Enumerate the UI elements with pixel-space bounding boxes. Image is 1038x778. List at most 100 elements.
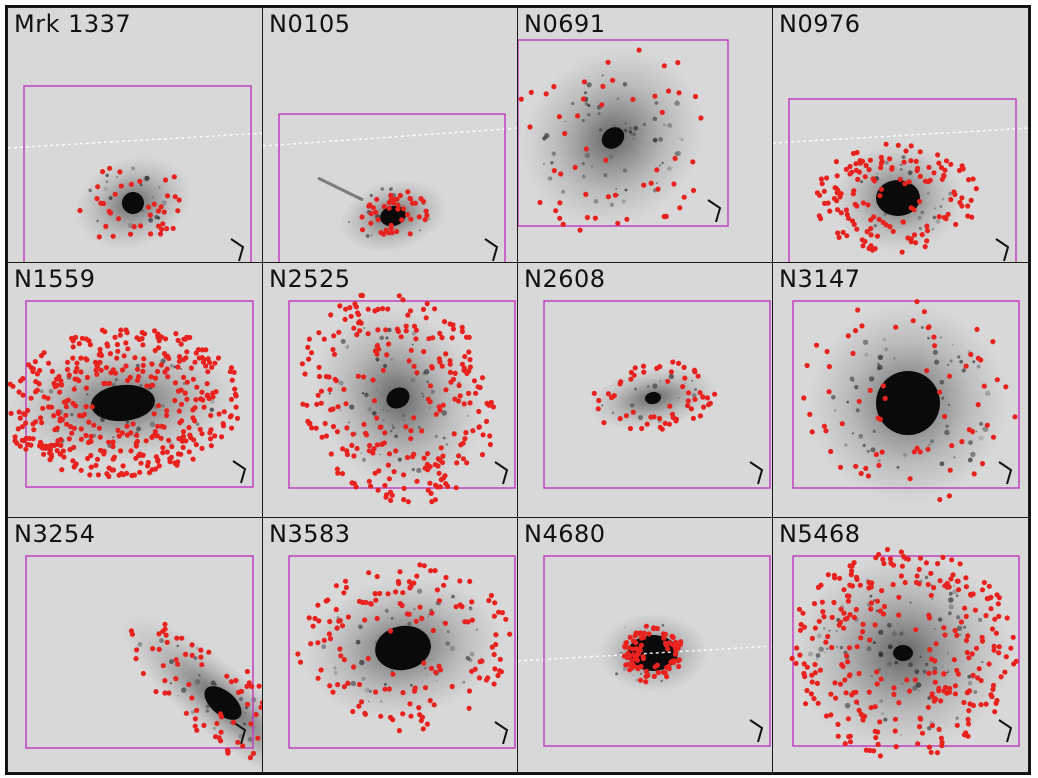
hii-marker	[404, 212, 411, 218]
hii-marker	[891, 685, 897, 691]
hii-marker	[413, 327, 419, 333]
galaxy-knot	[419, 229, 422, 232]
galaxy-knot	[364, 687, 370, 693]
galaxy-knot	[951, 592, 954, 595]
hii-marker	[230, 719, 237, 725]
hii-marker	[228, 679, 234, 685]
galaxy-knot	[205, 709, 209, 713]
hii-marker	[159, 226, 165, 232]
hii-marker	[641, 369, 647, 375]
hii-marker	[651, 626, 657, 632]
hii-marker	[161, 209, 167, 215]
galaxy-knot	[976, 364, 981, 369]
galaxy-knot	[195, 422, 200, 427]
hii-marker	[697, 390, 703, 396]
hii-marker	[970, 429, 976, 435]
hii-marker	[419, 615, 425, 622]
hii-marker	[443, 387, 449, 393]
hii-marker	[98, 367, 104, 373]
galaxy-knot	[364, 392, 369, 398]
hii-marker	[425, 396, 431, 402]
hii-marker	[166, 437, 172, 443]
hii-marker	[253, 711, 259, 718]
hii-marker	[328, 451, 334, 457]
hii-marker	[858, 470, 864, 477]
hii-marker	[177, 420, 183, 426]
hii-marker	[332, 376, 338, 382]
hii-marker	[328, 312, 334, 318]
galaxy-knot	[922, 669, 927, 674]
hii-marker	[137, 178, 143, 184]
hii-marker	[483, 418, 490, 424]
hii-marker	[835, 207, 841, 213]
galaxy-knot	[932, 349, 938, 355]
galaxy-knot	[901, 156, 904, 159]
hii-marker	[145, 204, 152, 210]
galaxy-knot	[382, 418, 385, 422]
hii-marker	[343, 584, 349, 591]
hii-marker	[397, 192, 403, 199]
panel-label: N1559	[14, 265, 96, 293]
hii-marker	[794, 645, 800, 651]
hii-marker	[356, 681, 363, 688]
hii-marker	[341, 684, 347, 690]
galaxy-knot	[584, 152, 591, 159]
hii-marker	[374, 415, 380, 421]
hii-marker	[137, 469, 143, 475]
galaxy-knot	[633, 674, 635, 677]
hii-marker	[162, 621, 168, 627]
hii-marker	[366, 478, 372, 484]
hii-marker	[306, 615, 312, 621]
hii-marker	[648, 414, 654, 420]
hii-marker	[201, 722, 207, 728]
hii-marker	[373, 597, 379, 603]
hii-marker	[592, 215, 598, 221]
hii-marker	[172, 380, 178, 386]
hii-marker	[462, 353, 468, 360]
galaxy-knot	[564, 120, 567, 123]
hii-marker	[88, 452, 94, 459]
hii-marker	[316, 373, 323, 380]
hii-marker	[666, 666, 672, 672]
hii-marker	[394, 196, 400, 202]
hii-marker	[351, 453, 357, 459]
galaxy-knot	[615, 672, 619, 676]
hii-marker	[422, 217, 428, 223]
hii-marker	[427, 698, 433, 704]
galaxy-knot	[918, 690, 920, 692]
galaxy-knot	[428, 406, 431, 409]
hii-marker	[556, 114, 562, 120]
hii-marker	[425, 467, 431, 473]
galaxy-knot	[967, 674, 972, 679]
hii-marker	[165, 374, 171, 380]
hii-marker	[828, 712, 834, 718]
hii-marker	[890, 582, 896, 588]
hii-marker	[423, 208, 429, 214]
galaxy-knot	[973, 690, 978, 694]
hii-marker	[476, 408, 482, 415]
galaxy-knot	[581, 118, 585, 122]
galaxy-knot	[896, 465, 900, 469]
hii-marker	[438, 445, 444, 451]
hii-marker	[459, 328, 465, 335]
galaxy-knot	[893, 357, 896, 360]
hii-marker	[460, 440, 466, 446]
hii-marker	[847, 163, 853, 170]
hii-marker	[864, 229, 870, 235]
galaxy-image	[25, 555, 263, 772]
hii-marker	[354, 445, 360, 452]
hii-marker	[106, 208, 112, 214]
hii-marker	[434, 587, 440, 593]
hii-marker	[643, 668, 649, 674]
hii-marker	[988, 692, 994, 698]
hii-marker	[204, 381, 210, 387]
galaxy-knot	[367, 406, 373, 412]
hii-marker	[140, 362, 146, 368]
galaxy-knot	[653, 138, 657, 143]
galaxy-knot	[86, 393, 89, 396]
hii-marker	[863, 747, 869, 753]
galaxy-core	[876, 371, 940, 435]
hii-marker	[179, 635, 185, 641]
hii-marker	[155, 403, 162, 409]
hii-marker	[155, 335, 161, 341]
